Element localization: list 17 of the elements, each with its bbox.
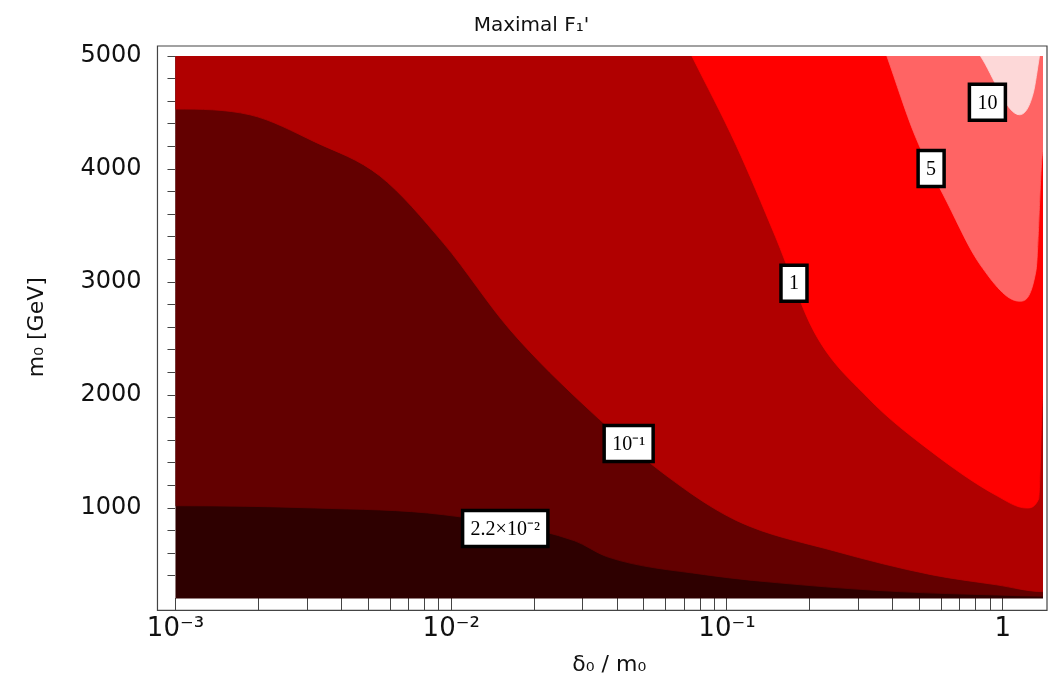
annotation: 5: [926, 156, 937, 179]
annotation: 2.2×10⁻²: [470, 516, 540, 539]
y-tick-label: 4000: [80, 153, 142, 182]
annotation: 1: [788, 271, 799, 294]
x-tick-label: 10⁻²: [422, 611, 480, 642]
y-tick-label: 2000: [80, 379, 142, 408]
x-tick-label: 10⁻³: [146, 611, 205, 642]
annotation: 10: [977, 90, 998, 113]
annotation: 10⁻¹: [612, 431, 646, 454]
y-tick-label: 5000: [80, 40, 142, 69]
x-tick-label: 1: [994, 611, 1011, 642]
y-tick-label: 3000: [80, 266, 142, 295]
x-tick-label: 10⁻¹: [698, 611, 756, 642]
y-axis-title: m₀ [GeV]: [22, 277, 48, 378]
x-axis-title: δ₀ / m₀: [572, 650, 647, 676]
chart-title: Maximal F₁': [473, 12, 590, 37]
y-tick-label: 1000: [80, 492, 142, 521]
